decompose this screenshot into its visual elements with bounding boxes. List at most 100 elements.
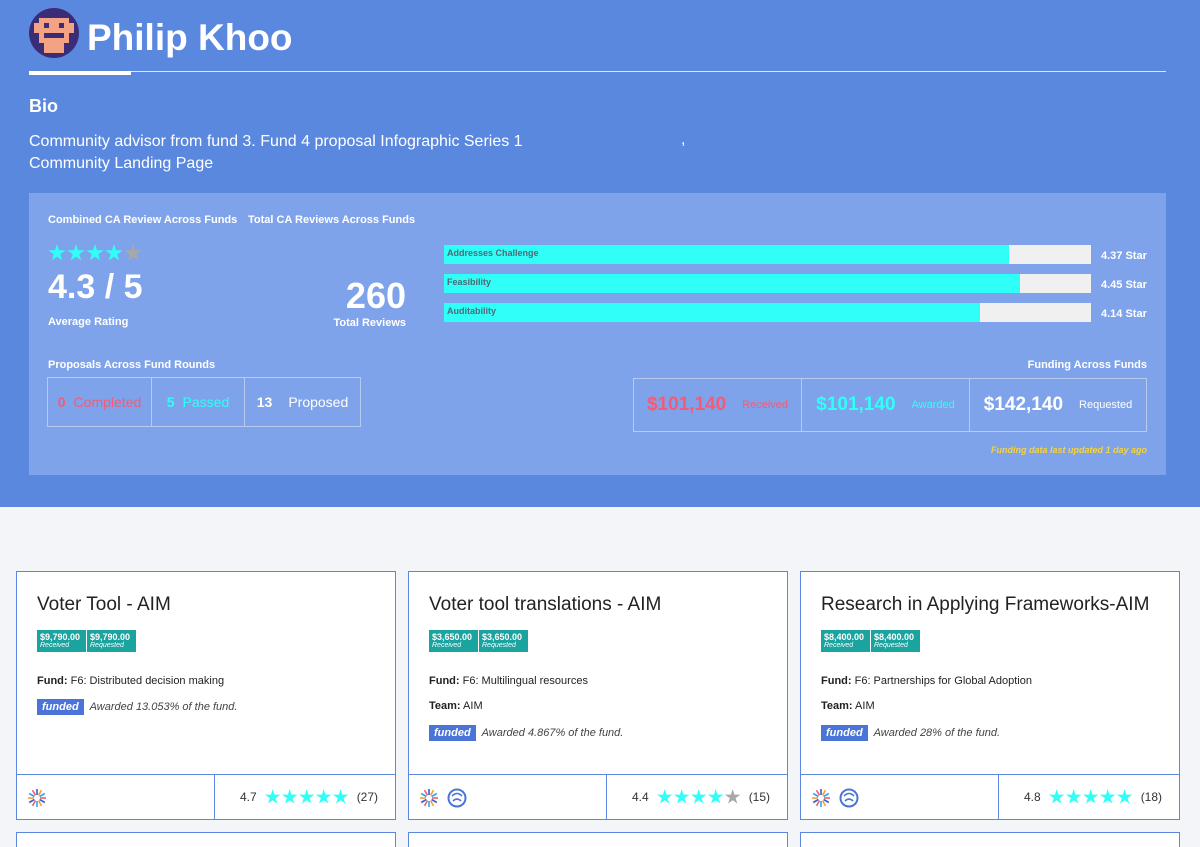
total-reviews-caption: Total Reviews	[333, 317, 406, 329]
proposals-status: Passed	[182, 394, 230, 410]
star-icon	[265, 789, 281, 804]
star-icon	[282, 789, 298, 804]
badge-caption: Requested	[874, 642, 908, 649]
badge-amount: $3,650.00	[482, 632, 523, 642]
criteria-bar-fill	[444, 274, 1020, 293]
total-reviews-label: Total CA Reviews Across Funds	[248, 214, 416, 226]
funding-caption: Awarded	[911, 399, 955, 411]
star-icon	[105, 244, 123, 261]
team-row: Team: AIM	[821, 700, 875, 712]
bio-line-1: Community advisor from fund 3. Fund 4 pr…	[29, 133, 523, 150]
funding-badge: $3,650.00 Received $3,650.00 Requested	[429, 630, 528, 652]
funding-amount: $142,140	[983, 394, 1064, 415]
star-icon	[674, 789, 690, 804]
fund-value: F6: Partnerships for Global Adoption	[854, 675, 1032, 687]
average-rating-value: 4.3 / 5	[48, 268, 143, 306]
divider	[214, 775, 215, 819]
card-icons	[811, 788, 859, 813]
fund-row: Fund: F6: Distributed decision making	[37, 675, 224, 687]
fund-key: Fund:	[821, 675, 852, 687]
card-rating: 4.8 (18)	[1024, 789, 1162, 805]
proposals-proposed[interactable]: 13 Proposed	[244, 377, 361, 427]
rating-value: 4.8	[1024, 790, 1041, 804]
team-icon[interactable]	[839, 788, 859, 813]
star-icon	[725, 789, 741, 804]
proposal-card[interactable]: Research in Applying Frameworks-AIM $8,4…	[800, 571, 1180, 820]
star-icon	[1066, 789, 1082, 804]
star-icon	[316, 789, 332, 804]
fund-value: F6: Distributed decision making	[70, 675, 225, 687]
catalyst-icon	[27, 788, 47, 813]
funding-badge: $9,790.00 Received $9,790.00 Requested	[37, 630, 136, 652]
team-value: AIM	[855, 700, 875, 712]
team-icon[interactable]	[447, 788, 467, 813]
badge-caption: Requested	[90, 642, 124, 649]
badge-amount: $3,650.00	[432, 632, 473, 642]
proposal-card-next[interactable]	[408, 832, 788, 847]
status-badge: funded	[37, 699, 84, 715]
average-rating-stars	[48, 244, 142, 262]
review-count[interactable]: (15)	[748, 790, 771, 804]
status-row: funded Awarded 4.867% of the fund.	[429, 725, 623, 741]
proposals-count: 0	[57, 394, 66, 410]
star-icon	[299, 789, 315, 804]
bio-line-2[interactable]: Community Landing Page	[29, 155, 214, 172]
proposal-card-next[interactable]	[16, 832, 396, 847]
funding-amount: $101,140	[646, 394, 727, 415]
badge-received: $3,650.00 Received	[429, 630, 478, 652]
star-icon	[708, 789, 724, 804]
star-icon	[1100, 789, 1116, 804]
proposals-completed[interactable]: 0 Completed	[47, 377, 152, 427]
bio-comma: ,	[681, 131, 686, 148]
card-icons	[419, 788, 467, 813]
status-row: funded Awarded 13.053% of the fund.	[37, 699, 237, 715]
rating-stars	[657, 789, 741, 805]
badge-caption: Received	[824, 642, 854, 649]
funding-awarded: $101,140 Awarded	[801, 378, 970, 432]
criteria-value: 4.45 Star	[1101, 279, 1147, 291]
status-badge: funded	[429, 725, 476, 741]
criteria-bar-feasibility: Feasibility	[444, 274, 1091, 293]
proposal-card[interactable]: Voter tool translations - AIM $3,650.00 R…	[408, 571, 788, 820]
criteria-value: 4.37 Star	[1101, 250, 1147, 262]
proposal-title[interactable]: Voter tool translations - AIM	[429, 594, 662, 615]
criteria-bar-addresses-challenge: Addresses Challenge	[444, 245, 1091, 264]
proposal-card-next[interactable]	[800, 832, 1180, 847]
star-icon	[1049, 789, 1065, 804]
review-count[interactable]: (27)	[356, 790, 379, 804]
awarded-text: Awarded 13.053% of the fund.	[89, 701, 238, 713]
stats-panel: Combined CA Review Across Funds Total CA…	[29, 193, 1166, 475]
criteria-bar-label: Auditability	[447, 306, 496, 316]
divider-accent	[29, 71, 131, 75]
card-icons	[27, 788, 47, 813]
team-key: Team:	[429, 700, 461, 712]
badge-amount: $9,790.00	[90, 632, 131, 642]
badge-caption: Received	[432, 642, 462, 649]
awarded-text: Awarded 4.867% of the fund.	[481, 727, 624, 739]
card-footer: 4.7 (27)	[17, 774, 395, 819]
fund-key: Fund:	[37, 675, 68, 687]
badge-amount: $8,400.00	[874, 632, 915, 642]
average-rating-caption: Average Rating	[48, 316, 129, 328]
badge-amount: $9,790.00	[40, 632, 81, 642]
proposals-passed[interactable]: 5 Passed	[151, 377, 245, 427]
badge-received: $8,400.00 Received	[821, 630, 870, 652]
funding-label: Funding Across Funds	[1027, 359, 1147, 371]
funding-caption: Received	[742, 399, 789, 411]
divider	[998, 775, 999, 819]
proposals-status: Proposed	[288, 394, 349, 410]
team-row: Team: AIM	[429, 700, 483, 712]
proposal-card[interactable]: Voter Tool - AIM $9,790.00 Received $9,79…	[16, 571, 396, 820]
funding-updated-note: Funding data last updated 1 day ago	[990, 445, 1147, 455]
star-icon	[124, 244, 142, 261]
review-count[interactable]: (18)	[1140, 790, 1163, 804]
team-value: AIM	[463, 700, 483, 712]
star-icon	[1083, 789, 1099, 804]
proposal-title[interactable]: Voter Tool - AIM	[37, 594, 171, 615]
star-icon	[657, 789, 673, 804]
badge-requested: $3,650.00 Requested	[479, 630, 528, 652]
proposal-title[interactable]: Research in Applying Frameworks-AIM	[821, 594, 1150, 615]
star-icon	[333, 789, 349, 804]
rating-stars	[265, 789, 349, 805]
catalyst-icon	[811, 788, 831, 813]
